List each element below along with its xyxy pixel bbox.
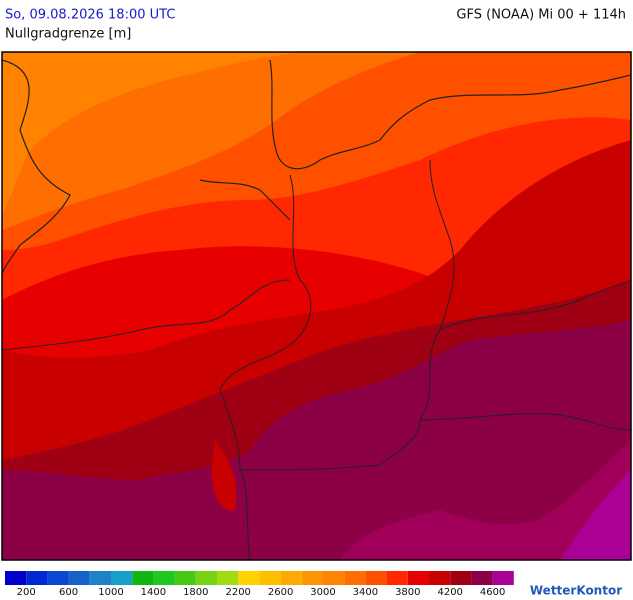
legend-swatch (450, 571, 472, 585)
legend-label: 2200 (225, 587, 250, 598)
legend-swatch (68, 571, 90, 585)
legend-swatch (259, 571, 281, 585)
legend-swatch (26, 571, 48, 585)
legend-swatch (492, 571, 514, 585)
legend-swatch (153, 571, 175, 585)
legend-label: 4600 (480, 587, 505, 598)
subtitle: Nullgradgrenze [m] (5, 27, 131, 42)
legend-label: 4200 (437, 587, 462, 598)
legend-swatch (5, 571, 27, 585)
logo: WetterKontor (530, 584, 622, 598)
legend-swatch (238, 571, 260, 585)
legend-swatch (111, 571, 133, 585)
legend-swatch (132, 571, 154, 585)
legend-swatch (471, 571, 493, 585)
model-run: GFS (NOAA) Mi 00 + 114h (456, 8, 626, 23)
legend-label: 2600 (268, 587, 293, 598)
legend-swatch (280, 571, 302, 585)
legend-swatch (301, 571, 323, 585)
map (1, 51, 632, 561)
legend-swatch (429, 571, 451, 585)
legend-label: 200 (17, 587, 36, 598)
legend-label: 3400 (353, 587, 378, 598)
legend-label: 3000 (310, 587, 335, 598)
legend-swatch (195, 571, 217, 585)
legend-swatch (174, 571, 196, 585)
legend-label: 1000 (98, 587, 123, 598)
legend-swatch (386, 571, 408, 585)
legend-label: 1800 (183, 587, 208, 598)
title: So, 09.08.2026 18:00 UTC (5, 8, 175, 23)
legend-swatch (89, 571, 111, 585)
legend-swatch (217, 571, 239, 585)
legend-swatch (344, 571, 366, 585)
legend-label: 600 (59, 587, 78, 598)
legend-swatch (323, 571, 345, 585)
legend: 200 600 1000 1400 1800 2200 2600 3000 3400 3800 42… (5, 571, 514, 598)
legend-label: 1400 (141, 587, 166, 598)
legend-swatch (365, 571, 387, 585)
legend-swatch (407, 571, 429, 585)
legend-label: 3800 (395, 587, 420, 598)
legend-swatch (47, 571, 69, 585)
